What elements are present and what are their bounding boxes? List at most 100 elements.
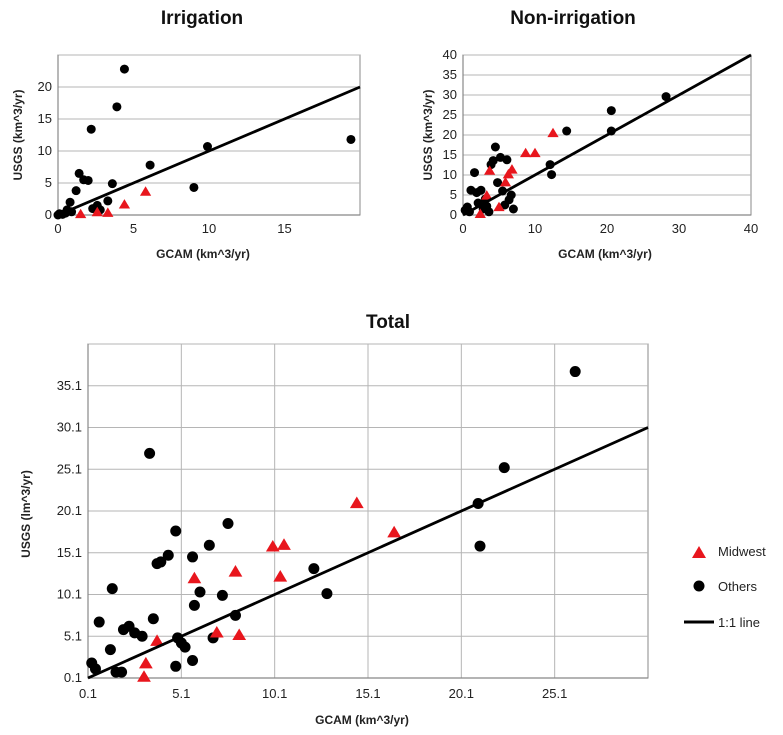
nonirrigation-xtick-label: 30 — [672, 221, 686, 236]
irrigation-point-others — [145, 160, 155, 170]
nonirrigation-ytick-label: 10 — [443, 167, 457, 182]
nonirrigation-ytick-label: 25 — [443, 107, 457, 122]
legend-midwest-marker — [692, 546, 706, 558]
total-point-others — [144, 447, 156, 459]
irrigation-ytick-label: 15 — [38, 111, 52, 126]
irrigation-y-axis-label: USGS (km^3/yr) — [11, 89, 25, 180]
irrigation-point-midwest — [75, 208, 87, 219]
nonirrigation-point-midwest — [529, 147, 541, 158]
total-ytick-label: 0.1 — [64, 670, 82, 685]
legend-midwest-label: Midwest — [718, 544, 766, 559]
total-xtick-label: 10.1 — [262, 686, 287, 701]
total-point-midwest — [277, 538, 291, 550]
total-xtick-label: 15.1 — [355, 686, 380, 701]
total-point-midwest — [273, 570, 288, 582]
total-point-midwest — [138, 656, 153, 669]
total-ytick-label: 15.1 — [57, 545, 82, 560]
total-point-midwest — [187, 571, 202, 584]
total-one-to-one-line — [87, 426, 649, 680]
total-point-others — [187, 654, 199, 666]
total-point-others — [93, 616, 105, 628]
nonirrigation-y-axis-label: USGS (km^3/yr) — [421, 89, 435, 180]
total-point-midwest — [232, 628, 247, 641]
nonirrigation-point-others — [606, 106, 616, 116]
irrigation-xtick-label: 10 — [202, 221, 216, 236]
nonirrigation-ytick-label: 40 — [443, 47, 457, 62]
nonirrigation-xtick-label: 10 — [528, 221, 542, 236]
nonirrigation-ytick-label: 30 — [443, 87, 457, 102]
total-point-others — [162, 549, 174, 561]
nonirrigation-point-others — [562, 126, 572, 136]
total-point-others — [203, 539, 215, 551]
nonirrigation-point-others — [661, 92, 671, 102]
nonirrigation-point-others — [490, 142, 500, 152]
total-ytick-label: 25.1 — [57, 461, 82, 476]
irrigation-frame — [57, 54, 361, 216]
total-point-others — [194, 586, 206, 598]
total-ytick-label: 10.1 — [57, 587, 82, 602]
irrigation-point-others — [112, 102, 122, 112]
irrigation-point-others — [107, 179, 117, 189]
total-y-axis-label: USGS (lm^3/yr) — [19, 470, 33, 558]
irrigation-point-others — [71, 186, 81, 196]
legend-others-marker — [693, 580, 705, 592]
irrigation-point-midwest — [139, 186, 152, 196]
total-point-midwest — [209, 625, 224, 638]
nonirrigation-xtick-label: 20 — [600, 221, 614, 236]
legend-others-label: Others — [718, 579, 758, 594]
irrigation-point-others — [202, 142, 212, 152]
nonirrigation-point-midwest — [484, 165, 496, 175]
nonirrigation-ytick-label: 15 — [443, 147, 457, 162]
nonirrigation-x-axis-label: GCAM (km^3/yr) — [558, 247, 652, 261]
nonirrigation-one-to-one-line — [462, 53, 752, 217]
irrigation-one-to-one-line — [57, 85, 361, 217]
total-point-others — [498, 462, 510, 474]
total-point-midwest — [265, 539, 280, 552]
irrigation-point-others — [346, 134, 356, 144]
total-point-others — [116, 666, 128, 678]
nonirrigation-point-others — [547, 170, 557, 180]
irrigation-point-others — [86, 124, 96, 134]
nonirrigation-point-midwest — [502, 168, 514, 179]
nonirrigation-xtick-label: 0 — [459, 221, 466, 236]
total-xtick-label: 0.1 — [79, 686, 97, 701]
nonirrigation-point-midwest — [481, 190, 493, 200]
irrigation-title: Irrigation — [161, 8, 243, 29]
total-point-midwest — [387, 525, 402, 538]
nonirrigation-point-others — [488, 156, 498, 166]
irrigation-panel: Irrigation GCAM (km^3/yr) USGS (km^3/yr)… — [11, 8, 361, 261]
total-panel: Total GCAM (km^3/yr) USGS (lm^3/yr) 0.1 5… — [19, 312, 649, 727]
irrigation-ytick-label: 0 — [45, 207, 52, 222]
total-xtick-label: 20.1 — [449, 686, 474, 701]
total-point-others — [188, 599, 200, 611]
nonirrigation-point-midwest — [547, 127, 559, 138]
irrigation-point-others — [65, 197, 75, 207]
nonirrigation-point-others — [476, 185, 486, 195]
nonirrigation-point-others — [506, 190, 516, 200]
total-point-others — [216, 589, 228, 601]
total-point-others — [170, 660, 182, 672]
total-point-others — [106, 583, 118, 595]
irrigation-point-others — [74, 168, 84, 178]
irrigation-ytick-label: 5 — [45, 175, 52, 190]
total-point-midwest — [349, 496, 364, 509]
irrigation-point-midwest — [102, 207, 114, 217]
total-xtick-label: 25.1 — [542, 686, 567, 701]
legend-line-label: 1:1 line — [718, 615, 760, 630]
irrigation-ytick-label: 10 — [38, 143, 52, 158]
nonirrigation-ytick-label: 35 — [443, 67, 457, 82]
nonirrigation-point-others — [484, 207, 494, 217]
irrigation-xtick-label: 0 — [54, 221, 61, 236]
nonirrigation-ytick-label: 20 — [443, 127, 457, 142]
irrigation-point-midwest — [118, 199, 131, 209]
total-point-others — [136, 630, 148, 642]
nonirrigation-ytick-label: 0 — [450, 207, 457, 222]
irrigation-ytick-label: 20 — [38, 79, 52, 94]
total-point-midwest — [150, 634, 164, 646]
total-point-others — [179, 641, 191, 653]
total-point-others — [155, 556, 167, 568]
irrigation-point-midwest — [91, 206, 103, 217]
total-point-others — [104, 644, 116, 656]
irrigation-x-axis-label: GCAM (km^3/yr) — [156, 247, 250, 261]
